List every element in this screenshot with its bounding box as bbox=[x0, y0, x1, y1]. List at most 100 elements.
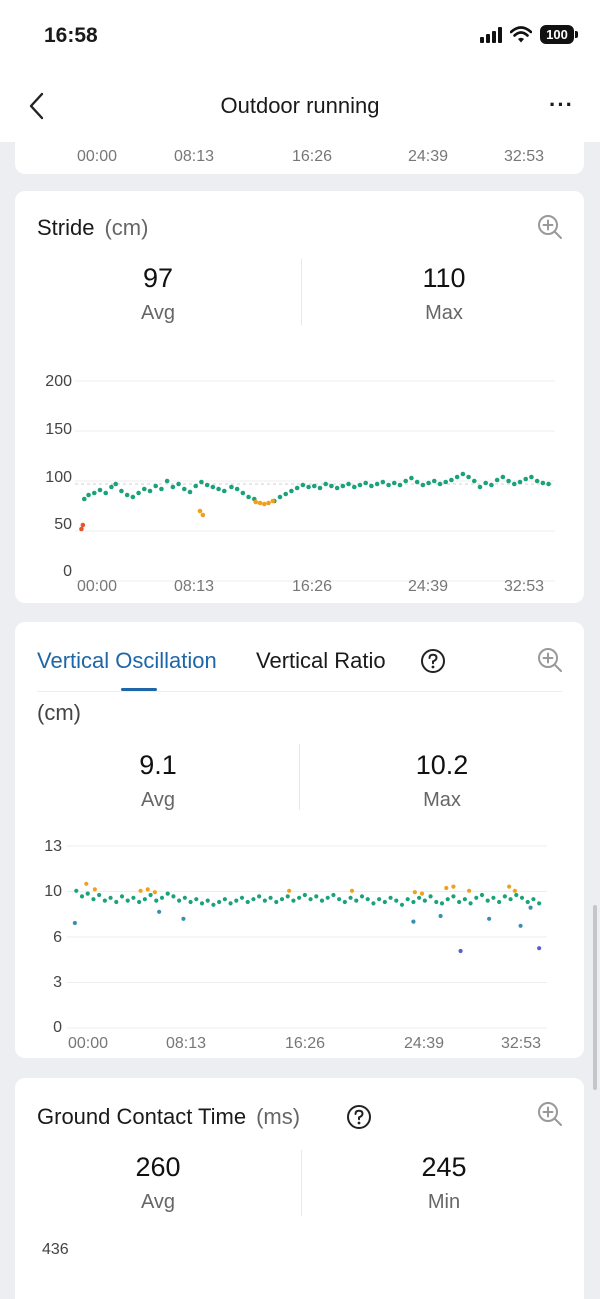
card-title: Stride (cm) bbox=[37, 215, 148, 241]
zoom-in-icon[interactable] bbox=[536, 646, 564, 674]
data-point bbox=[494, 477, 500, 483]
data-point bbox=[514, 892, 519, 898]
data-point bbox=[270, 498, 276, 504]
zoom-in-icon[interactable] bbox=[536, 1100, 564, 1128]
data-point bbox=[397, 482, 403, 488]
data-point bbox=[523, 476, 529, 482]
gct-min: 245 Min bbox=[301, 1152, 587, 1214]
stat-value: 260 bbox=[135, 1152, 181, 1182]
data-point bbox=[199, 479, 204, 485]
y-tick: 150 bbox=[45, 421, 72, 438]
x-tick: 08:13 bbox=[166, 1035, 207, 1052]
data-point bbox=[182, 895, 187, 900]
data-point bbox=[363, 480, 369, 486]
data-point bbox=[529, 474, 534, 480]
vertical-unit: (cm) bbox=[37, 700, 81, 725]
data-point bbox=[454, 474, 460, 480]
data-point bbox=[142, 897, 147, 902]
data-point bbox=[308, 897, 313, 902]
data-point bbox=[297, 895, 302, 900]
data-point bbox=[137, 899, 142, 905]
data-point bbox=[287, 888, 292, 893]
data-point bbox=[147, 488, 153, 494]
nav-bar: Outdoor running ··· bbox=[0, 70, 600, 142]
data-point bbox=[371, 901, 376, 906]
data-point bbox=[382, 899, 387, 905]
data-point bbox=[197, 508, 203, 514]
data-point bbox=[419, 891, 425, 896]
more-options-icon[interactable]: ··· bbox=[549, 92, 574, 117]
data-point bbox=[485, 898, 490, 903]
data-point bbox=[193, 483, 199, 489]
divider bbox=[301, 1150, 302, 1216]
data-point bbox=[531, 897, 536, 902]
status-icons: 100 bbox=[480, 25, 578, 44]
back-icon[interactable] bbox=[20, 88, 56, 124]
stat-value: 10.2 bbox=[415, 750, 469, 780]
data-point bbox=[474, 895, 479, 900]
data-point bbox=[165, 891, 170, 896]
data-point bbox=[229, 484, 234, 490]
data-point bbox=[268, 895, 273, 900]
data-point bbox=[528, 905, 533, 910]
data-point bbox=[222, 897, 227, 902]
data-point bbox=[479, 892, 485, 898]
data-point bbox=[477, 484, 483, 490]
tab-vertical-oscillation[interactable]: Vertical Oscillation bbox=[37, 648, 217, 673]
data-point bbox=[426, 480, 431, 486]
tab-vertical-ratio[interactable]: Vertical Ratio bbox=[256, 648, 386, 673]
data-point bbox=[221, 488, 227, 494]
data-point bbox=[86, 492, 91, 498]
y-tick: 0 bbox=[53, 1019, 62, 1036]
data-point bbox=[277, 494, 283, 500]
data-point bbox=[467, 888, 472, 893]
data-point bbox=[369, 483, 374, 489]
data-point bbox=[261, 501, 267, 507]
data-point bbox=[205, 898, 210, 903]
y-tick: 10 bbox=[44, 883, 62, 900]
data-point bbox=[460, 471, 466, 477]
data-point bbox=[317, 485, 323, 491]
y-tick: 0 bbox=[63, 563, 72, 580]
data-point bbox=[431, 478, 437, 484]
data-point bbox=[91, 897, 96, 902]
data-point bbox=[507, 884, 512, 889]
data-point bbox=[377, 897, 382, 902]
data-point bbox=[283, 491, 289, 497]
data-point bbox=[337, 897, 342, 902]
scrollbar[interactable] bbox=[593, 905, 597, 1090]
data-point bbox=[311, 483, 317, 489]
data-point bbox=[386, 482, 391, 488]
data-point bbox=[274, 899, 279, 905]
data-point bbox=[417, 895, 422, 900]
data-point bbox=[240, 490, 246, 496]
data-point bbox=[374, 481, 380, 487]
data-point bbox=[359, 894, 365, 899]
help-icon[interactable] bbox=[346, 1104, 372, 1130]
data-point bbox=[253, 499, 259, 505]
data-point bbox=[319, 898, 325, 903]
data-point bbox=[124, 492, 130, 498]
data-point bbox=[239, 895, 245, 900]
gct-title: Ground Contact Time bbox=[37, 1104, 247, 1129]
data-point bbox=[489, 482, 494, 488]
data-point bbox=[449, 477, 454, 483]
data-point bbox=[194, 897, 199, 902]
data-point bbox=[444, 885, 449, 891]
data-point bbox=[349, 888, 355, 893]
data-point bbox=[445, 897, 450, 902]
divider bbox=[299, 744, 300, 810]
card-title: Ground Contact Time (ms) bbox=[37, 1104, 300, 1130]
data-point bbox=[471, 478, 477, 484]
zoom-in-icon[interactable] bbox=[536, 213, 564, 241]
data-point bbox=[154, 898, 159, 903]
x-tick: 00:00 bbox=[77, 148, 118, 165]
stat-label: Avg bbox=[140, 789, 176, 811]
help-icon[interactable] bbox=[420, 648, 446, 674]
data-point bbox=[84, 881, 89, 886]
x-tick: 08:13 bbox=[174, 148, 215, 165]
stride-max: 110 Max bbox=[301, 263, 587, 325]
status-time: 16:58 bbox=[44, 24, 98, 47]
data-point bbox=[97, 487, 103, 493]
x-tick: 32:53 bbox=[501, 1035, 542, 1052]
